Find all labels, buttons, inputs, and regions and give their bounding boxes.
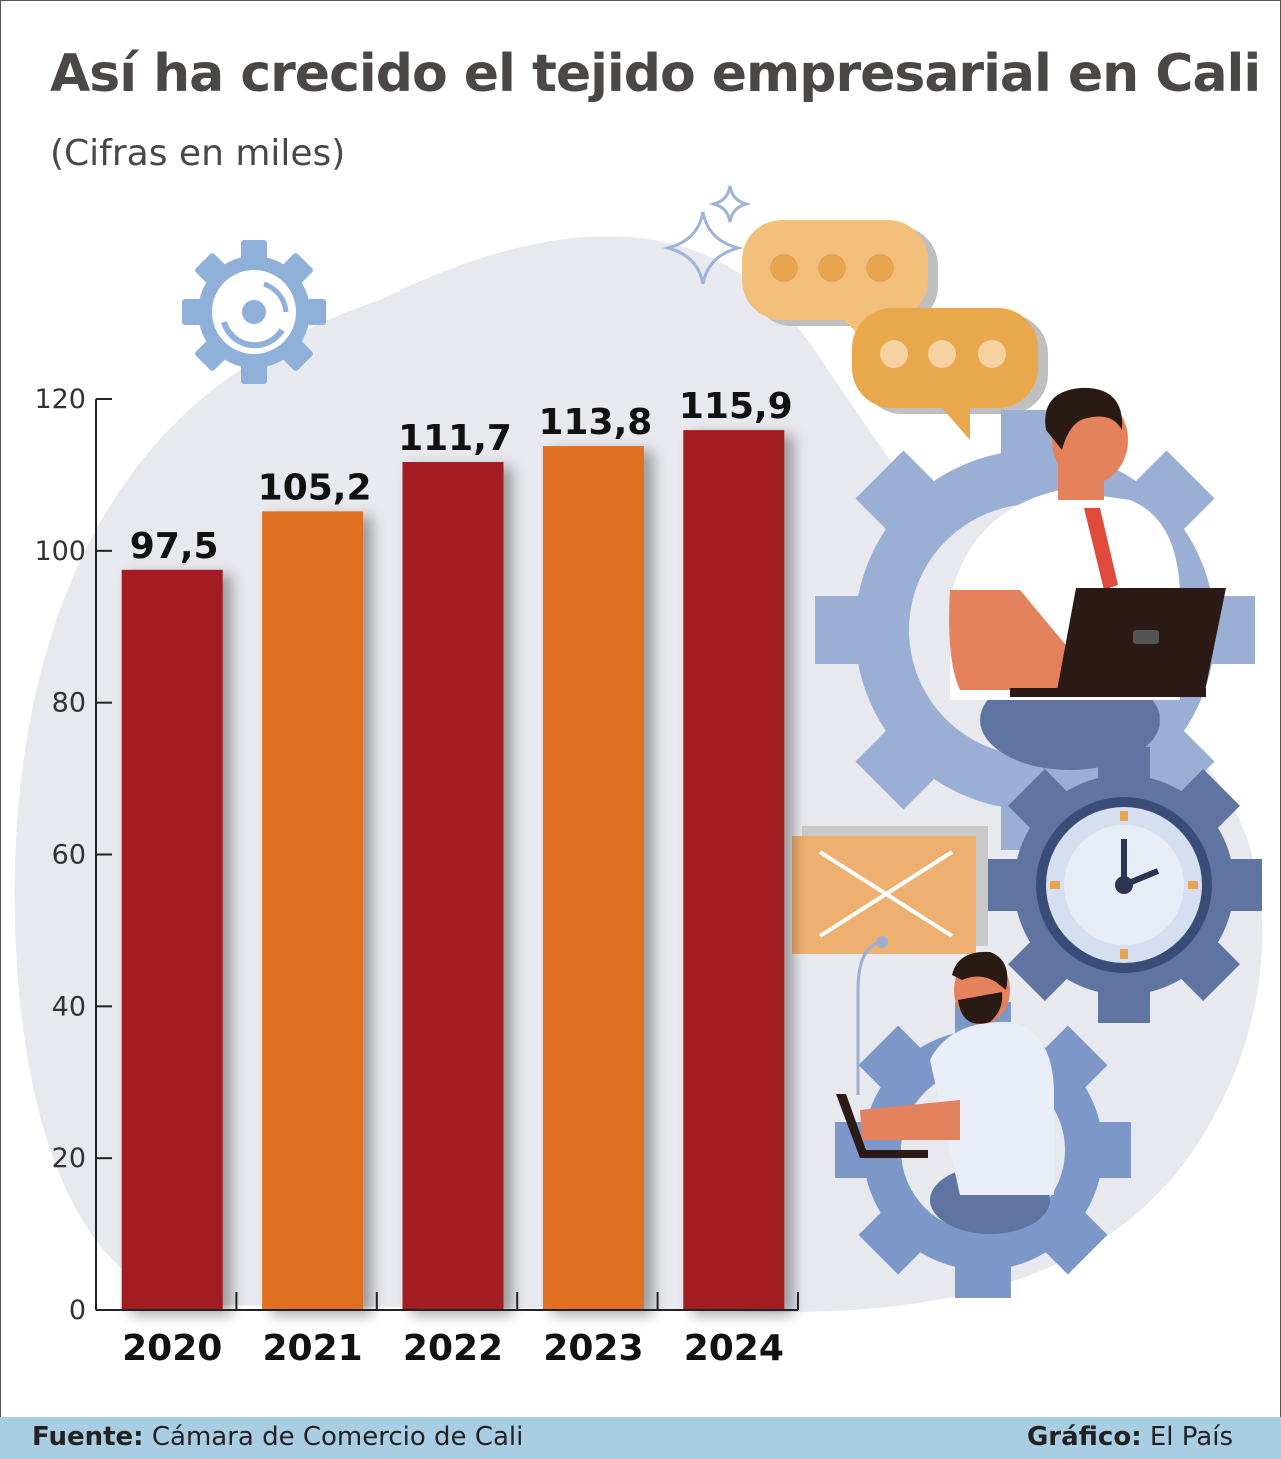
y-tick-label-0: 0 bbox=[69, 1295, 86, 1326]
y-tick-label-80: 80 bbox=[52, 688, 86, 719]
chart-subtitle: (Cifras en miles) bbox=[50, 133, 346, 174]
category-label-2020: 2020 bbox=[122, 1328, 222, 1369]
y-tick-label-60: 60 bbox=[52, 840, 86, 871]
data-label-2022: 111,7 bbox=[398, 418, 512, 459]
credit-value: El País bbox=[1149, 1422, 1233, 1452]
clock-gear-icon bbox=[986, 747, 1262, 1023]
bar-2020 bbox=[121, 569, 223, 1310]
y-tick-label-100: 100 bbox=[34, 536, 86, 567]
chart-title: Así ha crecido el tejido empresarial en … bbox=[50, 44, 1261, 104]
data-label-2024: 115,9 bbox=[679, 386, 793, 427]
category-label-2022: 2022 bbox=[403, 1328, 503, 1369]
chat-bubble-icon bbox=[742, 220, 1048, 440]
bar-2024 bbox=[683, 430, 785, 1310]
source-value: Cámara de Comercio de Cali bbox=[151, 1422, 524, 1452]
y-tick-label-40: 40 bbox=[52, 991, 86, 1022]
graphic-credit: Gráfico: El País bbox=[1027, 1422, 1233, 1452]
source-label: Fuente: bbox=[32, 1422, 144, 1452]
bar-2022 bbox=[402, 462, 504, 1310]
gear-icon bbox=[182, 240, 326, 384]
data-label-2023: 113,8 bbox=[538, 402, 652, 443]
bearded-man-laptop-icon bbox=[835, 951, 1131, 1298]
y-tick-label-120: 120 bbox=[34, 384, 86, 415]
footer: Fuente: Cámara de Comercio de Cali Gráfi… bbox=[0, 1417, 1281, 1459]
category-label-2023: 2023 bbox=[543, 1328, 643, 1369]
y-tick-label-20: 20 bbox=[52, 1143, 86, 1174]
bars-group bbox=[121, 430, 785, 1310]
sparkle-icon bbox=[662, 185, 752, 285]
data-label-2021: 105,2 bbox=[258, 467, 372, 508]
envelope-icon bbox=[792, 826, 988, 1095]
bar-2023 bbox=[542, 446, 644, 1310]
businessman-laptop-icon bbox=[815, 387, 1255, 850]
source-credit: Fuente: Cámara de Comercio de Cali bbox=[32, 1422, 523, 1452]
data-label-2020: 97,5 bbox=[130, 526, 219, 567]
category-label-2024: 2024 bbox=[684, 1328, 784, 1369]
data-labels: 97,5 105,2 111,7 113,8 115,9 bbox=[130, 386, 793, 567]
x-axis: 2020 2021 2022 2023 2024 bbox=[96, 1292, 799, 1369]
bar-2021 bbox=[262, 511, 364, 1310]
y-axis: 0 20 40 60 80 100 120 bbox=[34, 384, 112, 1326]
category-label-2021: 2021 bbox=[262, 1328, 362, 1369]
credit-label: Gráfico: bbox=[1026, 1422, 1142, 1452]
